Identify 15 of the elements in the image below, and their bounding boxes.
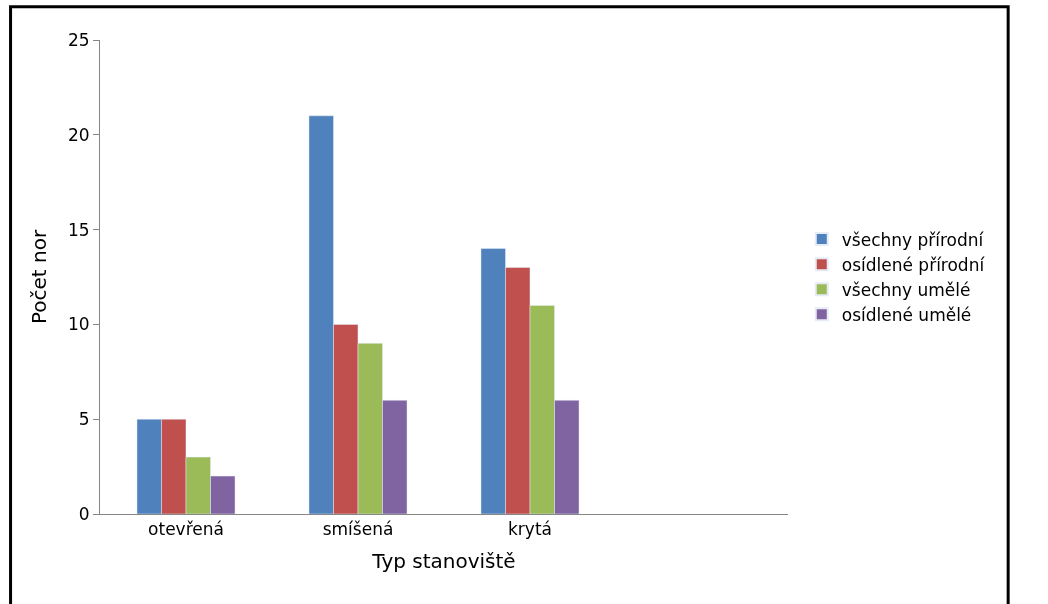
y-tick-label: 0 [78, 503, 90, 524]
legend-label: všechny přírodní [841, 229, 985, 250]
x-axis-title: Typ stanoviště [371, 548, 516, 573]
y-tick-label: 15 [67, 219, 90, 240]
y-tick-label: 10 [67, 314, 90, 335]
y-tick-label: 5 [78, 409, 90, 430]
legend-label: všechny umělé [841, 279, 971, 300]
legend-label: osídlené přírodní [841, 254, 986, 275]
y-tick-label: 25 [67, 29, 90, 50]
x-tick-label: krytá [508, 519, 552, 540]
y-tick-label: 20 [67, 124, 90, 145]
x-tick-label: otevřená [148, 519, 224, 540]
x-tick-label: smíšená [322, 519, 394, 540]
y-axis-title: Počet nor [27, 229, 52, 325]
legend-label: osídlené umělé [841, 304, 972, 325]
